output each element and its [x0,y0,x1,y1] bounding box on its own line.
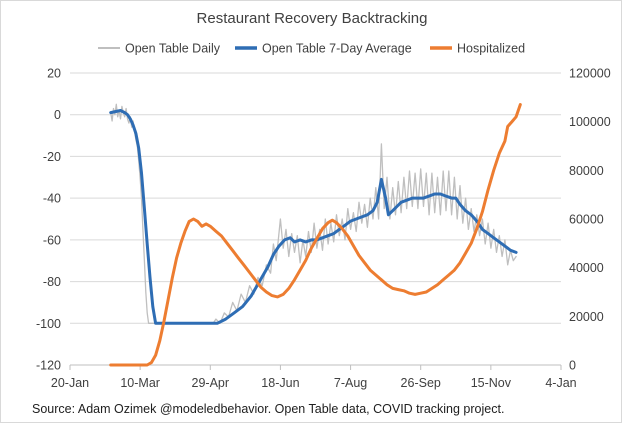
y-right-tick-label: 40000 [569,261,604,275]
series-line-hospitalized [109,103,522,367]
y-right-tick-label: 80000 [569,164,604,178]
x-tick-label: 10-Mar [120,376,160,390]
y-left-tick-label: -100 [36,317,61,331]
y-left-tick-label: -60 [43,233,61,247]
series-line-open-table-7-day-average [109,109,518,325]
x-axis: 20-Jan 10-Mar 29-Apr 18-Jun 7-Aug 26-Sep 15-No… [51,365,577,390]
legend-label: Open Table 7-Day Average [262,42,412,56]
series-line-open-table-daily [110,103,517,324]
x-tick-label: 4-Jan [545,376,576,390]
x-tick-label: 7-Aug [334,376,367,390]
gridlines [70,72,561,324]
x-tick-label: 26-Sep [401,376,441,390]
y-right-tick-label: 0 [569,359,576,373]
x-tick-label: 20-Jan [51,376,89,390]
x-tick-label: 15-Nov [471,376,512,390]
y-left-tick-label: -40 [43,192,61,206]
chart-source: Source: Adam Ozimek @modeledbehavior. Op… [32,402,504,416]
legend-label: Open Table Daily [125,42,221,56]
y-left-tick-label: -80 [43,275,61,289]
x-tick-label: 18-Jun [261,376,299,390]
x-tick-label: 29-Apr [192,376,230,390]
y-right-tick-label: 100000 [569,115,611,129]
y-left-tick-label: 0 [54,108,61,122]
legend: Open Table Daily Open Table 7-Day Average… [98,42,525,56]
chart-title: Restaurant Recovery Backtracking [197,10,428,27]
y-right-tick-label: 20000 [569,310,604,324]
y-right-tick-label: 120000 [569,67,611,81]
legend-label: Hospitalized [457,42,525,56]
y-left-tick-label: -20 [43,150,61,164]
y-right-tick-label: 60000 [569,213,604,227]
series-group [109,103,522,367]
y-left-tick-label: 20 [47,67,61,81]
y-left-tick-label: -120 [36,359,61,373]
y-axis-left: 20 0 -20 -40 -60 -80 -100 -120 [36,67,61,373]
y-axis-right: 120000 100000 80000 60000 40000 20000 0 [569,67,611,373]
